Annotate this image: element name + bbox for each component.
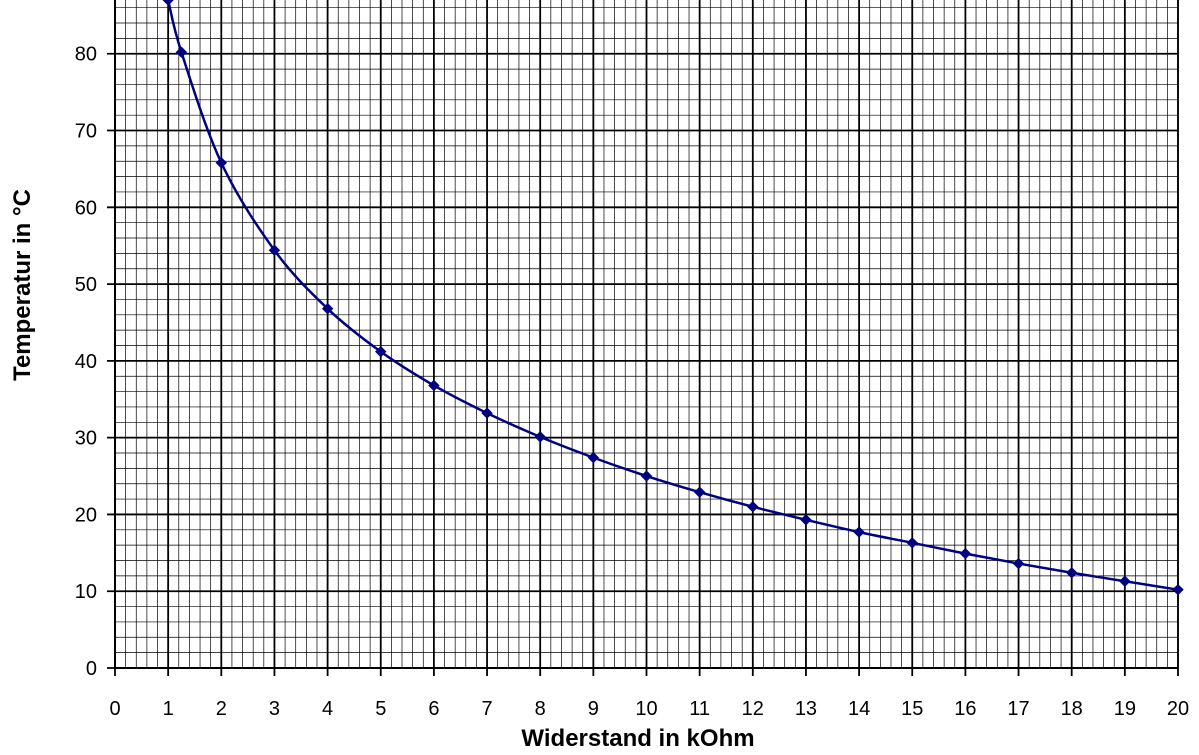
y-axis-title: Temperatur in °C: [9, 189, 36, 381]
x-tick-label: 11: [689, 698, 710, 720]
x-tick-label: 16: [954, 698, 976, 720]
data-point-marker: [375, 345, 387, 358]
y-tick-label: 40: [75, 351, 97, 373]
y-tick-label: 0: [86, 658, 97, 680]
y-tick-label: 20: [75, 504, 97, 526]
major-grid: [107, 0, 1179, 676]
y-tick-label: 30: [75, 428, 97, 450]
y-tick-label: 60: [75, 197, 97, 219]
x-tick-label: 0: [109, 698, 120, 720]
y-tick-label: 70: [75, 121, 97, 143]
data-point-marker: [162, 0, 174, 6]
y-tick-labels: 0 10 20 30 40 50 60 70 80: [75, 44, 97, 680]
x-tick-label: 9: [588, 698, 599, 720]
data-point-marker: [640, 470, 653, 482]
series-line: [166, 0, 1179, 591]
data-point-marker: [800, 514, 812, 526]
x-tick-label: 12: [742, 698, 764, 720]
x-tick-labels: 0 1 2 3 4 5 6 7 8 9 10 11 12 13 14 15 16 17 18 19 20: [109, 698, 1189, 720]
data-point-marker: [268, 244, 281, 257]
x-axis-title: Widerstand in kOhm: [521, 725, 754, 752]
x-tick-label: 2: [216, 698, 227, 720]
data-point-marker: [1012, 557, 1025, 570]
x-tick-label: 13: [795, 698, 817, 720]
data-point-marker: [481, 407, 493, 419]
x-tick-label: 14: [848, 698, 870, 720]
data-series: [162, 0, 1184, 596]
x-tick-label: 3: [269, 698, 280, 720]
x-tick-label: 6: [428, 698, 439, 720]
x-tick-label: 15: [901, 698, 923, 720]
x-tick-label: 19: [1114, 698, 1136, 720]
axes: [114, 0, 1179, 669]
data-point-marker: [215, 157, 228, 169]
y-tick-label: 50: [75, 274, 97, 296]
data-point-marker: [747, 501, 759, 513]
x-tick-label: 7: [481, 698, 492, 720]
data-point-marker: [906, 537, 918, 549]
x-tick-label: 10: [635, 698, 657, 720]
data-point-marker: [321, 302, 334, 315]
data-point-marker: [428, 379, 440, 392]
x-tick-label: 18: [1061, 698, 1083, 720]
y-tick-label: 80: [75, 44, 97, 66]
x-tick-label: 20: [1167, 698, 1189, 720]
x-tick-label: 1: [163, 698, 174, 720]
data-point-marker: [587, 451, 600, 464]
data-point-marker: [1065, 567, 1078, 579]
x-tick-label: 4: [322, 698, 333, 720]
y-tick-label: 10: [75, 581, 97, 603]
x-tick-label: 8: [535, 698, 546, 720]
data-point-marker: [693, 486, 706, 498]
x-tick-label: 5: [375, 698, 386, 720]
data-point-marker: [959, 547, 972, 560]
data-point-marker: [853, 526, 865, 538]
data-point-marker: [1119, 575, 1131, 587]
data-point-marker: [534, 431, 546, 443]
x-tick-label: 17: [1007, 698, 1029, 720]
data-point-marker: [1172, 583, 1184, 596]
data-point-marker: [175, 46, 188, 58]
